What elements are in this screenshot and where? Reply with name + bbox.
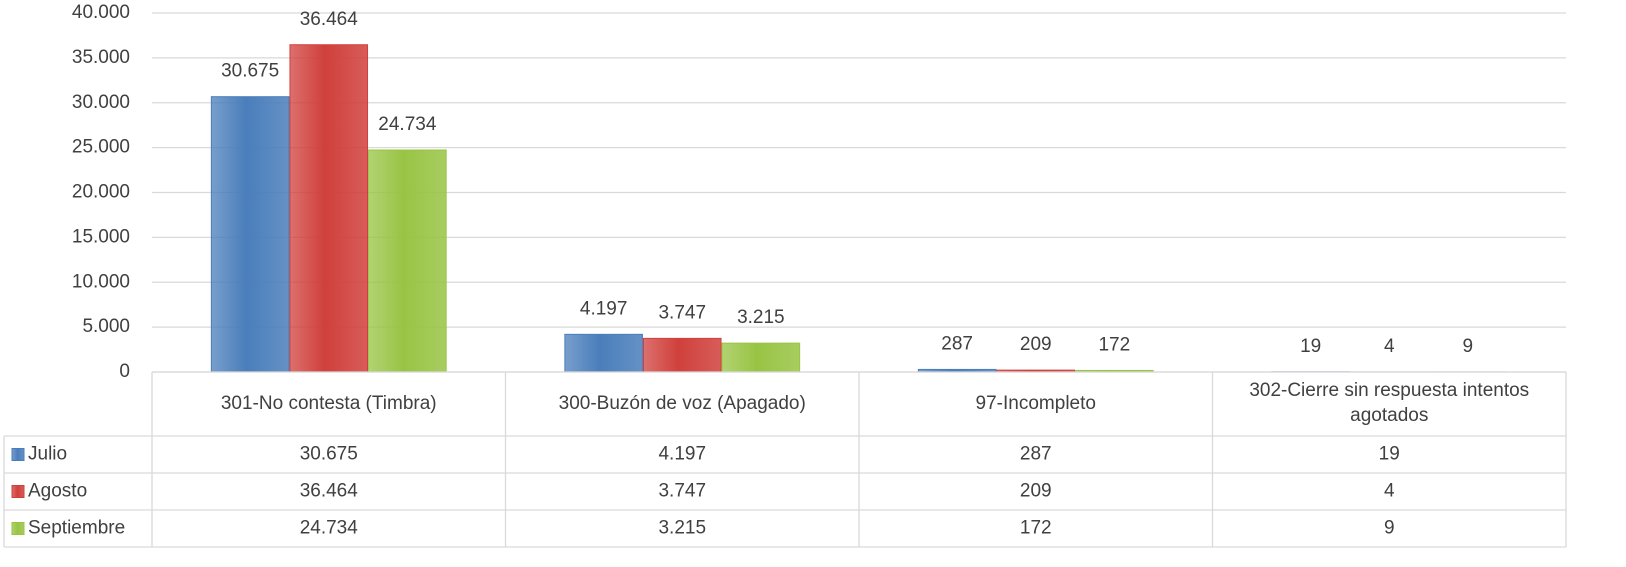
data-label: 36.464 <box>300 9 359 30</box>
table-header: 302-Cierre sin respuesta intentos agotad… <box>1249 380 1530 426</box>
data-label: 287 <box>941 333 973 354</box>
table-header: 300-Buzón de voz (Apagado) <box>558 392 806 414</box>
y-tick-label: 5.000 <box>82 316 130 337</box>
table-value: 3.215 <box>658 518 706 539</box>
table-value: 30.675 <box>300 444 358 465</box>
bar <box>210 96 290 373</box>
data-label: 19 <box>1300 336 1321 357</box>
y-tick-label: 10.000 <box>72 271 130 292</box>
table-value: 209 <box>1020 481 1052 502</box>
data-label: 172 <box>1098 334 1130 355</box>
category-label: 97-Incompleto <box>975 392 1096 414</box>
data-label: 9 <box>1463 336 1474 357</box>
y-tick-label: 30.000 <box>72 92 130 113</box>
y-tick-label: 40.000 <box>72 2 130 23</box>
legend-marker <box>11 448 25 461</box>
legend-label: Agosto <box>28 481 87 502</box>
legend-label: Julio <box>28 444 67 465</box>
category-label: 300-Buzón de voz (Apagado) <box>558 392 806 414</box>
category-label: 301-No contesta (Timbra) <box>220 392 437 414</box>
bar <box>721 342 801 373</box>
data-label: 209 <box>1020 334 1052 355</box>
legend-marker <box>11 485 25 498</box>
table-value: 19 <box>1379 444 1400 465</box>
data-label: 4 <box>1384 336 1395 357</box>
table-header: 97-Incompleto <box>975 392 1096 414</box>
bar <box>564 333 643 373</box>
y-tick-label: 35.000 <box>72 47 130 68</box>
data-label: 24.734 <box>378 114 437 135</box>
y-tick-label: 20.000 <box>72 182 130 203</box>
y-tick-label: 25.000 <box>72 137 130 158</box>
y-tick-label: 0 <box>119 361 130 382</box>
table-value: 172 <box>1020 518 1052 539</box>
table-value: 24.734 <box>300 518 359 539</box>
data-label: 3.747 <box>658 302 706 323</box>
data-label: 30.675 <box>221 61 279 82</box>
category-label: 302-Cierre sin respuesta intentos agotad… <box>1249 380 1530 426</box>
table-value: 3.747 <box>658 481 706 502</box>
table-value: 9 <box>1384 518 1395 539</box>
table-value: 36.464 <box>300 481 359 502</box>
legend-marker <box>11 522 25 535</box>
table-header: 301-No contesta (Timbra) <box>220 392 437 414</box>
table-value: 4.197 <box>658 444 706 465</box>
y-tick-label: 15.000 <box>72 226 130 247</box>
bar <box>368 149 447 373</box>
bar <box>642 337 722 373</box>
bar <box>289 44 369 373</box>
data-label: 4.197 <box>580 298 628 319</box>
legend-label: Septiembre <box>28 518 125 539</box>
table-value: 4 <box>1384 481 1395 502</box>
table-value: 287 <box>1020 444 1052 465</box>
data-label: 3.215 <box>737 307 785 328</box>
